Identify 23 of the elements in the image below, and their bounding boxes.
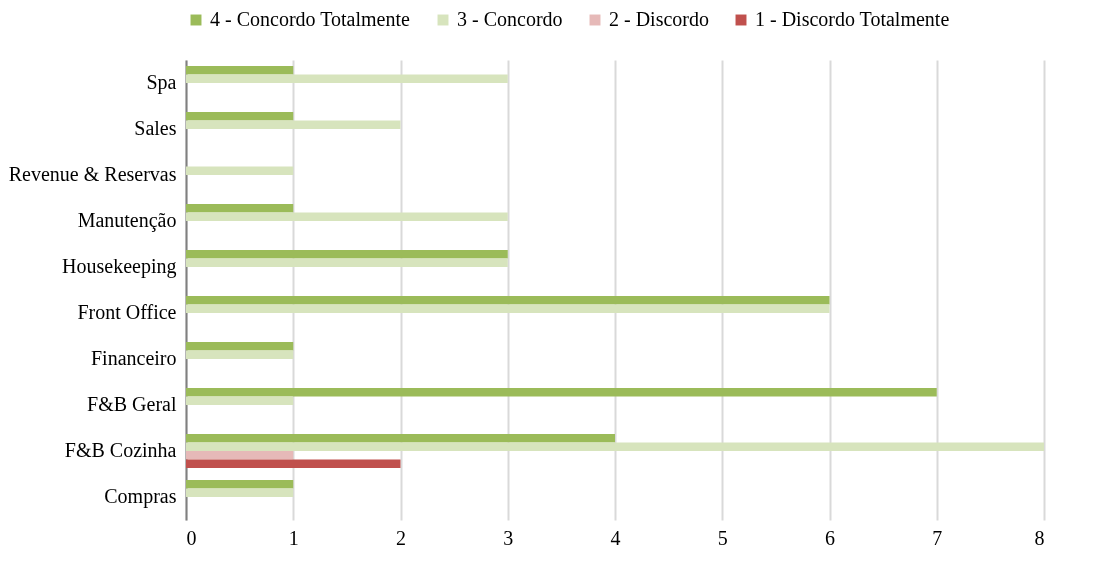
y-tick-label: F&B Geral	[87, 393, 177, 415]
x-tick-label: 1	[288, 526, 299, 549]
y-tick-label: Front Office	[77, 301, 177, 323]
x-tick-label: 2	[396, 526, 406, 549]
y-tick-label: Spa	[146, 71, 177, 94]
x-tick-label: 0	[186, 526, 197, 549]
legend-label: 2 - Discordo	[609, 8, 709, 30]
y-tick-label: Manutenção	[77, 209, 177, 232]
y-tick-label: F&B Cozinha	[64, 439, 177, 461]
x-tick-label: 8	[1034, 526, 1045, 549]
y-tick-label: Revenue & Reservas	[8, 163, 177, 185]
y-tick-label: Housekeeping	[62, 255, 177, 278]
y-tick-label: Compras	[104, 485, 177, 508]
x-tick-label: 4	[610, 526, 621, 549]
legend-label: 4 - Concordo Totalmente	[210, 8, 410, 30]
x-tick-label: 5	[717, 526, 728, 549]
x-tick-label: 6	[825, 526, 835, 549]
y-tick-label: Sales	[134, 117, 177, 139]
legend-label: 3 - Concordo	[457, 8, 563, 30]
legend-label: 1 - Discordo Totalmente	[755, 8, 950, 30]
y-tick-label: Financeiro	[90, 347, 177, 369]
x-tick-label: 3	[503, 526, 514, 549]
x-tick-label: 7	[932, 526, 943, 549]
